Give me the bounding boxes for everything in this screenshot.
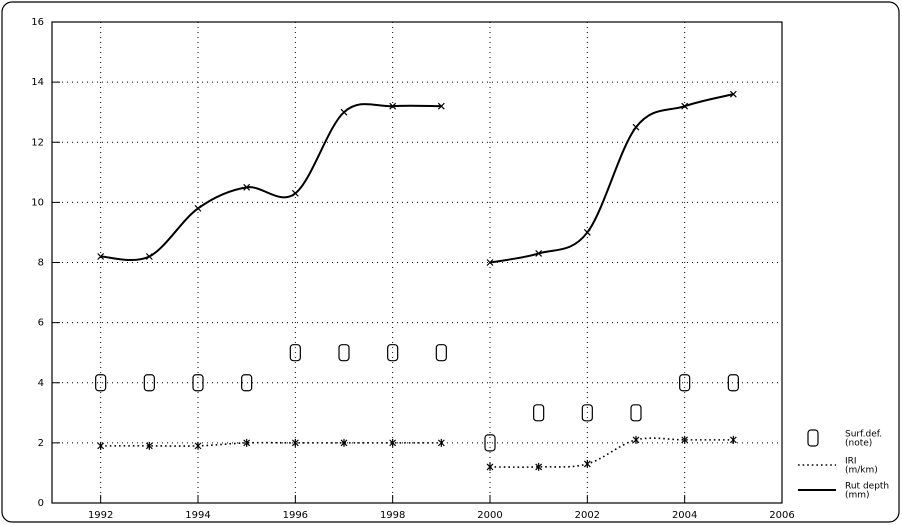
- x-tick-label: 2000: [477, 510, 502, 521]
- iri-marker: [681, 435, 689, 444]
- x-tick-label: 1992: [88, 510, 113, 521]
- y-tick-label: 2: [38, 438, 44, 449]
- x-tick-label: 2006: [769, 510, 794, 521]
- y-tick-label: 12: [31, 137, 44, 148]
- legend-label: (note): [845, 439, 872, 449]
- iri-marker: [145, 441, 153, 450]
- x-tick-label: 2004: [672, 510, 697, 521]
- legend-label: (m/km): [845, 466, 878, 476]
- y-tick-label: 0: [38, 498, 44, 509]
- surf-def-marker: [484, 434, 496, 452]
- legend-label: IRI: [845, 457, 857, 467]
- surf-def-marker: [387, 344, 399, 362]
- surf-def-marker: [192, 374, 204, 392]
- surf-def-marker: [289, 344, 301, 362]
- legend-label: Rut depth: [845, 482, 889, 492]
- iri-marker: [729, 435, 737, 444]
- rut-line: [489, 93, 734, 264]
- x-tick-label: 1998: [380, 510, 405, 521]
- rut-marker: [535, 250, 543, 257]
- rut-marker: [632, 123, 640, 131]
- y-tick-label: 4: [38, 378, 44, 389]
- x-tick-label: 2002: [575, 510, 600, 521]
- iri-marker: [194, 441, 202, 450]
- surf-def-marker: [95, 374, 107, 392]
- rut-marker: [243, 183, 251, 191]
- surf-def-marker: [727, 374, 739, 392]
- rut-marker: [437, 102, 445, 110]
- surf-def-marker: [241, 374, 253, 392]
- iri-marker: [486, 462, 494, 471]
- rut-marker: [681, 102, 689, 110]
- y-tick-label: 16: [31, 17, 44, 28]
- surf-def-marker: [581, 404, 593, 422]
- surf-def-marker: [630, 404, 642, 422]
- rut-marker: [97, 253, 105, 260]
- x-tick-label: 1994: [185, 510, 210, 521]
- iri-marker: [340, 438, 348, 447]
- rut-marker: [389, 102, 397, 110]
- rut-line: [100, 103, 442, 262]
- iri-marker: [97, 441, 105, 450]
- rut-marker: [194, 204, 202, 212]
- iri-line: [489, 437, 734, 468]
- surf-def-marker: [679, 374, 691, 392]
- iri-marker: [437, 438, 445, 447]
- iri-marker: [389, 438, 397, 447]
- rut-marker: [486, 259, 494, 266]
- rut-marker: [291, 189, 299, 197]
- y-tick-label: 8: [38, 258, 44, 269]
- surf-def-marker: [338, 344, 350, 362]
- y-tick-label: 10: [31, 197, 44, 208]
- iri-marker: [291, 438, 299, 447]
- legend-swatch: [807, 429, 819, 447]
- iri-marker: [535, 462, 543, 471]
- rut-marker: [729, 90, 737, 98]
- iri-line: [100, 441, 442, 447]
- x-tick-label: 1996: [283, 510, 308, 521]
- legend-label: (mm): [845, 491, 870, 501]
- iri-marker: [583, 459, 591, 468]
- iri-marker: [632, 435, 640, 444]
- surf-def-marker: [435, 344, 447, 362]
- legend-label: Surf.def.: [845, 430, 882, 440]
- surf-def-marker: [533, 404, 545, 422]
- y-tick-label: 6: [38, 318, 44, 329]
- rut-marker: [145, 253, 153, 260]
- y-tick-label: 14: [31, 77, 44, 88]
- iri-marker: [243, 438, 251, 447]
- rut-marker: [583, 229, 591, 236]
- rut-marker: [340, 108, 348, 116]
- surf-def-marker: [143, 374, 155, 392]
